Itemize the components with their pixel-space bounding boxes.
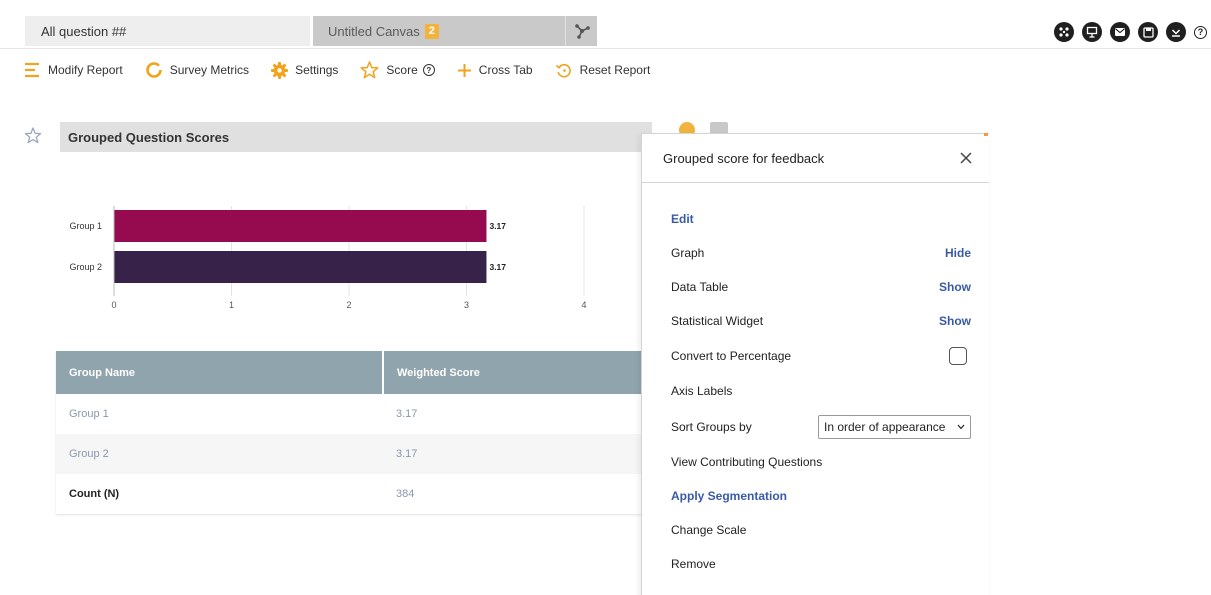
panel-accent: [984, 133, 988, 136]
panel-title: Grouped score for feedback: [663, 151, 825, 166]
change-scale-link[interactable]: Change Scale: [671, 523, 747, 537]
donut-chart-icon: [145, 62, 162, 78]
count-label: Count (N): [69, 488, 120, 500]
survey-metrics-label: Survey Metrics: [169, 63, 250, 77]
data-label: 3.17: [489, 262, 506, 272]
sort-groups-option: Sort Groups by In order of appearance: [671, 415, 971, 439]
column-header-weighted-score[interactable]: Weighted Score: [383, 351, 642, 394]
cross-tab-button[interactable]: Cross Tab: [457, 63, 533, 78]
sort-groups-select[interactable]: In order of appearance: [818, 415, 971, 439]
convert-percentage-checkbox[interactable]: [949, 347, 967, 365]
bar: [114, 210, 487, 242]
plus-icon: [457, 63, 471, 77]
x-tick-label: 2: [346, 300, 351, 310]
category-label: Group 1: [69, 221, 102, 231]
reset-report-button[interactable]: Reset Report: [555, 62, 651, 79]
axis-labels-label: Axis Labels: [671, 384, 733, 398]
x-tick-label: 4: [581, 300, 586, 310]
table-row: Group 2 3.17: [56, 434, 642, 474]
view-contributing-questions-link[interactable]: View Contributing Questions: [671, 455, 823, 469]
category-label: Group 2: [69, 262, 102, 272]
help-icon[interactable]: ?: [1194, 25, 1207, 39]
survey-metrics-button[interactable]: Survey Metrics: [145, 61, 249, 79]
chevron-down-icon: [957, 424, 965, 430]
tab-label: All question ##: [41, 23, 127, 39]
x-tick-label: 0: [111, 300, 116, 310]
x-tick-label: 3: [464, 300, 469, 310]
tab-count-badge: 2: [424, 23, 439, 39]
x-tick-label: 1: [229, 300, 234, 310]
tab-bar: All question ## Untitled Canvas 2: [0, 0, 1211, 49]
share-nodes-icon: [574, 24, 590, 39]
graph-toggle-link[interactable]: Hide: [944, 246, 971, 260]
edit-link[interactable]: Edit: [671, 212, 694, 226]
add-canvas-button[interactable]: [565, 16, 597, 46]
statistical-widget-option: Statistical Widget Show: [671, 314, 971, 328]
remove-link[interactable]: Remove: [671, 557, 716, 571]
widget-more-icon[interactable]: [710, 122, 728, 136]
score-button[interactable]: Score ?: [360, 61, 435, 79]
star-outline-icon: [360, 61, 379, 79]
apply-segmentation-link[interactable]: Apply Segmentation: [671, 489, 788, 503]
convert-percentage-option: Convert to Percentage: [671, 347, 967, 365]
panel-divider: [642, 182, 989, 183]
cross-tab-label: Cross Tab: [478, 63, 533, 77]
modify-report-button[interactable]: Modify Report: [24, 62, 123, 78]
settings-label: Settings: [295, 63, 339, 77]
tab-all-question[interactable]: All question ##: [25, 16, 310, 46]
widget-options-panel: Grouped score for feedback Edit Graph Hi…: [641, 133, 989, 595]
report-toolbar: Modify Report Survey Metrics Settings Sc…: [24, 58, 672, 82]
download-icon[interactable]: [1166, 22, 1186, 42]
cell-weighted-score: 3.17: [396, 408, 418, 420]
favorite-star-button[interactable]: [24, 127, 42, 149]
cell-group-name: Group 1: [69, 408, 109, 420]
save-icon[interactable]: [1138, 22, 1158, 42]
data-label: 3.17: [489, 221, 506, 231]
presentation-icon[interactable]: [1082, 22, 1102, 42]
sort-groups-selected-value: In order of appearance: [824, 420, 946, 434]
data-table-option: Data Table Show: [671, 280, 971, 294]
cell-group-name: Group 2: [56, 434, 383, 474]
settings-button[interactable]: Settings: [271, 61, 339, 79]
widget-title: Grouped Question Scores: [68, 129, 230, 145]
bar: [114, 251, 487, 283]
grouped-scores-chart: 0 1 2 3 4 Group 1 3.17 Group 2 3.17: [69, 206, 587, 310]
close-icon[interactable]: [959, 151, 973, 165]
tab-untitled-canvas[interactable]: Untitled Canvas 2: [313, 16, 565, 46]
statistical-widget-label: Statistical Widget: [671, 314, 764, 328]
list-lines-icon: [25, 62, 39, 78]
cell-weighted-score: 3.17: [383, 434, 642, 474]
score-label: Score: [386, 63, 418, 77]
score-help-icon[interactable]: ?: [422, 64, 435, 76]
table-header-row: Group Name Weighted Score: [56, 351, 642, 394]
axis-labels-option[interactable]: Axis Labels: [671, 384, 971, 398]
email-icon[interactable]: [1110, 22, 1130, 42]
top-action-icons: ?: [1054, 22, 1207, 42]
tab-label: Untitled Canvas: [328, 23, 420, 39]
count-value: 384: [396, 488, 415, 500]
scores-data-table: Group Name Weighted Score Group 1 3.17 G…: [56, 351, 642, 514]
reset-report-label: Reset Report: [579, 63, 651, 77]
statistical-widget-toggle-link[interactable]: Show: [939, 314, 971, 328]
modify-report-label: Modify Report: [48, 63, 123, 77]
convert-percentage-label: Convert to Percentage: [671, 349, 792, 363]
data-table-label: Data Table: [671, 280, 729, 294]
column-header-group-name[interactable]: Group Name: [56, 351, 384, 394]
star-outline-icon: [24, 127, 42, 144]
sort-groups-label: Sort Groups by: [671, 420, 752, 434]
table-row-count: Count (N) 384: [56, 474, 642, 514]
network-share-icon[interactable]: [1054, 22, 1074, 42]
table-row: Group 1 3.17: [56, 394, 642, 434]
graph-option: Graph Hide: [671, 246, 971, 260]
data-table-toggle-link[interactable]: Show: [939, 280, 971, 294]
widget-title-bar: Grouped Question Scores: [60, 122, 652, 152]
graph-label: Graph: [671, 246, 705, 260]
gear-icon: [271, 61, 289, 79]
reset-icon: [555, 63, 571, 78]
